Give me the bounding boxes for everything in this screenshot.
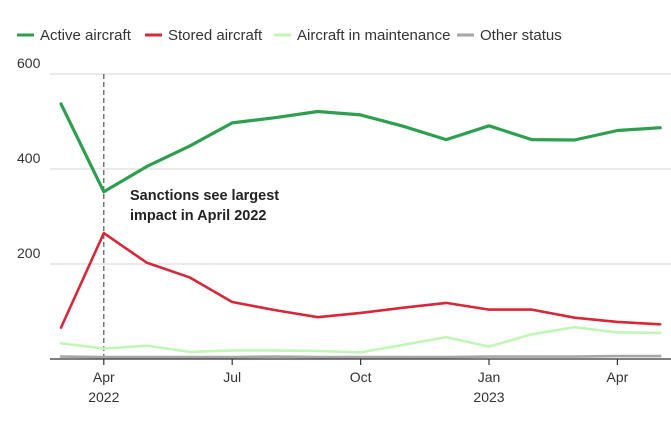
x-tick-label: Apr xyxy=(93,369,115,385)
legend-label: Aircraft in maintenance xyxy=(297,27,450,44)
legend: Active aircraft Stored aircraft Aircraft i… xyxy=(17,27,562,44)
x-tick-label: Oct xyxy=(350,369,372,385)
y-tick-label: 200 xyxy=(17,245,41,261)
annotation-text: impact in April 2022 xyxy=(130,208,266,224)
legend-item: Stored aircraft xyxy=(145,27,263,44)
annotation-text: Sanctions see largest xyxy=(130,188,279,204)
legend-label: Other status xyxy=(480,27,562,44)
series-line-other-status xyxy=(59,354,662,359)
x-tick-label: Apr xyxy=(607,369,629,385)
x-tick-label: Jul xyxy=(223,369,241,385)
series-line-active-aircraft xyxy=(59,102,662,194)
legend-label: Active aircraft xyxy=(40,27,132,44)
y-tick-label: 600 xyxy=(17,55,41,71)
legend-label: Stored aircraft xyxy=(168,27,263,44)
legend-item: Active aircraft xyxy=(17,27,132,44)
y-tick-label: 400 xyxy=(17,150,41,166)
y-axis-ticks: 200 400 600 xyxy=(17,55,41,261)
legend-item: Other status xyxy=(457,27,562,44)
x-axis: Apr 2022 Jul Oct Jan 2023 Apr xyxy=(50,358,671,405)
legend-item: Aircraft in maintenance xyxy=(274,27,450,44)
series-line-aircraft-in-maintenance xyxy=(59,325,662,354)
series-lines xyxy=(59,102,662,359)
series-line-stored-aircraft xyxy=(59,231,662,329)
x-tick-label: Jan xyxy=(478,369,501,385)
annotation: Sanctions see largest impact in April 202… xyxy=(103,74,279,359)
x-tick-sublabel: 2022 xyxy=(88,389,119,405)
x-tick-sublabel: 2023 xyxy=(473,389,504,405)
